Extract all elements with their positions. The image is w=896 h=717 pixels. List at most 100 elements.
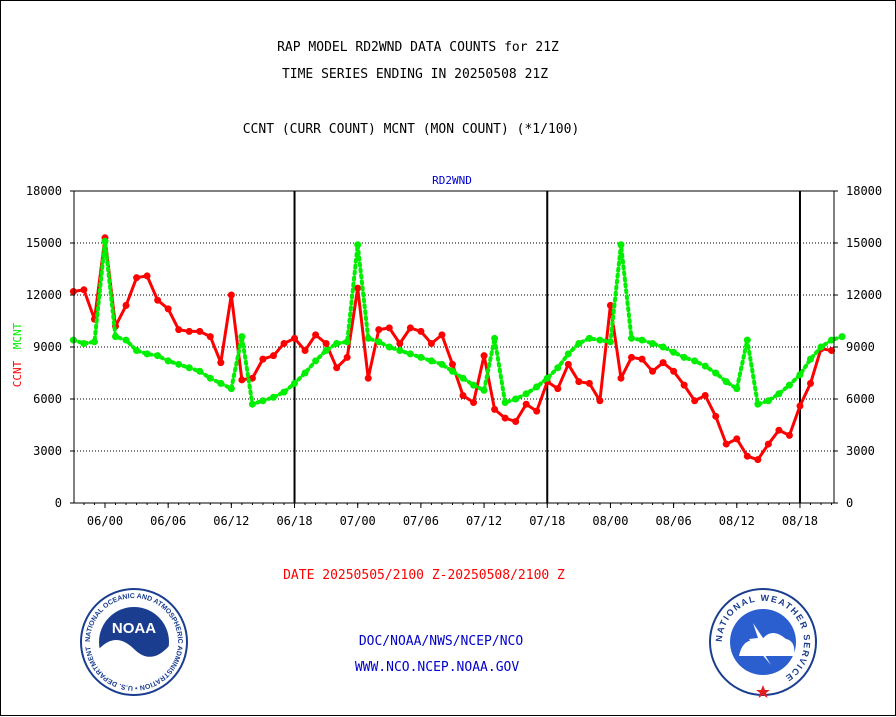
y-tick-label-right: 3000 (846, 444, 875, 458)
data-point-mcnt (470, 381, 478, 389)
nws-logo: NATIONAL WEATHER SERVICE (709, 588, 817, 698)
data-point-ccnt (659, 359, 667, 367)
data-point-mcnt (459, 374, 467, 382)
data-point-mcnt (606, 338, 614, 346)
data-point-mcnt (754, 400, 762, 408)
data-point-mcnt (712, 369, 720, 377)
data-point-mcnt (154, 352, 162, 360)
plot-label: RD2WND (432, 174, 472, 187)
data-point-mcnt (343, 338, 351, 346)
series-line-ccnt (73, 236, 832, 462)
data-point-ccnt (301, 346, 309, 354)
data-point-ccnt (333, 364, 341, 372)
data-point-mcnt (543, 374, 551, 382)
y-tick-label-left: 3000 (33, 444, 62, 458)
website-link[interactable]: WWW.NCO.NCEP.NOAA.GOV (355, 660, 520, 675)
data-point-ccnt (522, 400, 530, 408)
data-point-mcnt (575, 340, 583, 348)
data-point-ccnt (480, 352, 488, 360)
data-point-mcnt (512, 395, 520, 403)
data-point-mcnt (491, 334, 499, 342)
data-point-mcnt (480, 386, 488, 394)
data-point-ccnt (533, 407, 541, 415)
y-tick-label-right: 6000 (846, 392, 875, 406)
data-point-mcnt (438, 360, 446, 368)
data-point-mcnt (217, 379, 225, 387)
data-point-ccnt (248, 374, 256, 382)
data-point-mcnt (764, 397, 772, 405)
y-tick-label-right: 15000 (846, 236, 882, 250)
y-tick-label-left: 15000 (26, 236, 62, 250)
data-point-ccnt (627, 353, 635, 361)
data-point-mcnt (312, 357, 320, 365)
data-point-mcnt (227, 385, 235, 393)
data-point-mcnt (206, 374, 214, 382)
data-point-mcnt (785, 381, 793, 389)
data-point-mcnt (838, 333, 846, 341)
chart-title-line2: TIME SERIES ENDING IN 20250508 21Z (282, 67, 548, 82)
data-point-ccnt (385, 324, 393, 332)
data-point-ccnt (154, 296, 162, 304)
data-point-ccnt (649, 367, 657, 375)
series-layer (69, 234, 846, 464)
data-point-ccnt (122, 301, 130, 309)
data-point-ccnt (427, 340, 435, 348)
noaa-ring-text: NATIONAL OCEANIC AND ATMOSPHERIC ADMINIS… (1, 1, 183, 691)
org-link[interactable]: DOC/NOAA/NWS/NCEP/NCO (359, 634, 524, 649)
data-point-ccnt (733, 435, 741, 443)
data-point-mcnt (175, 360, 183, 368)
x-tick-label: 06/00 (87, 514, 123, 528)
data-point-ccnt (701, 392, 709, 400)
y-axis-label-ccnt: CCNT (11, 360, 24, 387)
y-tick-label-right: 0 (846, 496, 853, 510)
y-tick-label-left: 18000 (26, 184, 62, 198)
data-point-ccnt (438, 331, 446, 339)
data-point-mcnt (533, 383, 541, 391)
data-point-mcnt (259, 397, 267, 405)
nws-star-icon (756, 685, 770, 698)
x-tick-label: 07/12 (466, 514, 502, 528)
data-point-ccnt (280, 340, 288, 348)
data-point-ccnt (785, 431, 793, 439)
data-point-ccnt (638, 355, 646, 363)
data-point-ccnt (796, 402, 804, 410)
data-point-mcnt (817, 343, 825, 351)
y-tick-label-left: 9000 (33, 340, 62, 354)
x-tick-label: 06/06 (150, 514, 186, 528)
data-point-mcnt (364, 334, 372, 342)
data-point-ccnt (554, 385, 562, 393)
data-point-mcnt (448, 367, 456, 375)
noaa-logo: NATIONAL OCEANIC AND ATMOSPHERIC ADMINIS… (1, 1, 188, 696)
y-axis-label: CCNT MCNT (11, 322, 24, 387)
data-point-ccnt (196, 327, 204, 335)
data-point-ccnt (69, 288, 77, 296)
data-point-ccnt (491, 405, 499, 413)
data-point-mcnt (680, 353, 688, 361)
data-point-ccnt (364, 374, 372, 382)
data-point-ccnt (217, 359, 225, 367)
data-point-mcnt (585, 334, 593, 342)
data-point-ccnt (606, 301, 614, 309)
data-point-ccnt (501, 414, 509, 422)
data-point-ccnt (375, 326, 383, 334)
data-point-mcnt (122, 336, 130, 344)
data-point-ccnt (564, 360, 572, 368)
data-point-mcnt (375, 338, 383, 346)
data-point-mcnt (406, 350, 414, 358)
data-point-ccnt (80, 286, 88, 294)
data-point-mcnt (564, 350, 572, 358)
data-point-ccnt (227, 291, 235, 299)
data-point-mcnt (701, 362, 709, 370)
x-tick-label: 08/18 (782, 514, 818, 528)
data-point-mcnt (354, 241, 362, 249)
date-range: DATE 20250505/2100 Z-20250508/2100 Z (283, 568, 565, 583)
data-point-ccnt (585, 379, 593, 387)
data-point-mcnt (133, 346, 141, 354)
data-point-ccnt (617, 374, 625, 382)
data-point-ccnt (670, 367, 678, 375)
data-point-mcnt (796, 371, 804, 379)
data-point-ccnt (185, 327, 193, 335)
data-point-mcnt (427, 357, 435, 365)
